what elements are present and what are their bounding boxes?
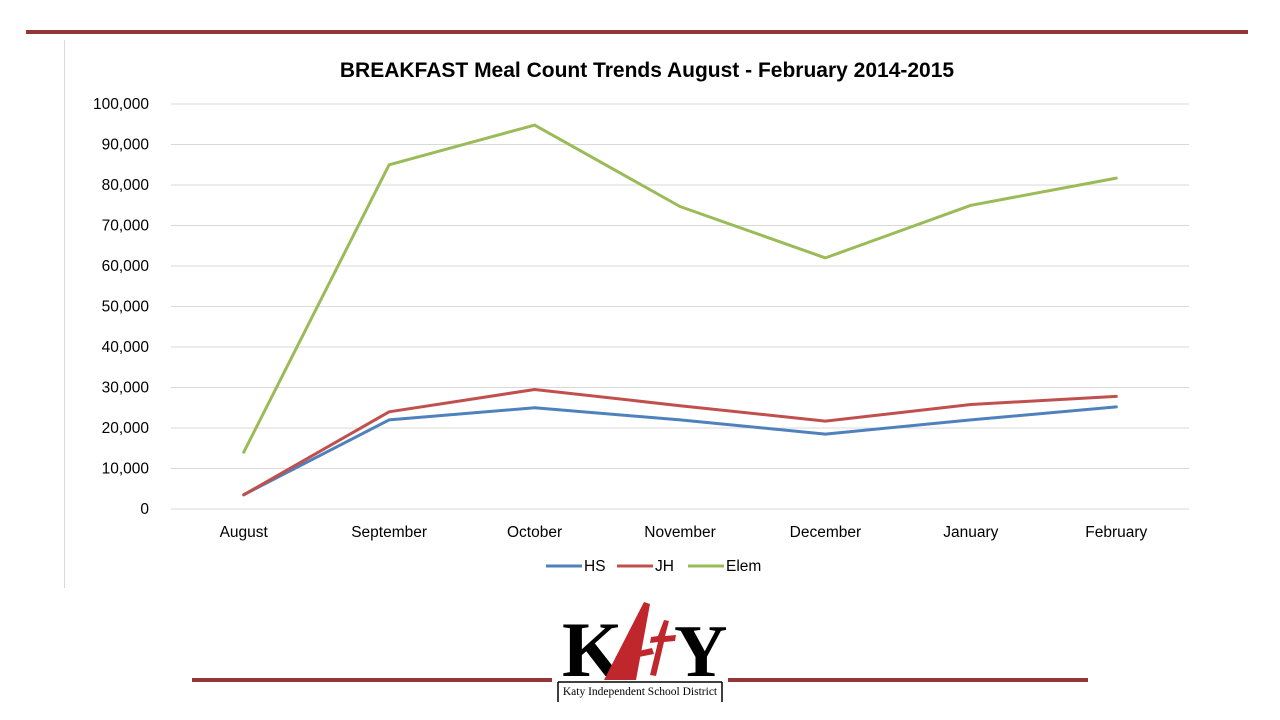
footer-rule-right — [728, 678, 1088, 682]
y-tick-label: 70,000 — [102, 218, 150, 235]
top-rule — [26, 30, 1248, 34]
katy-isd-logo: K Y Katy Independent School District — [552, 596, 728, 706]
line-chart: BREAKFAST Meal Count Trends August - Feb… — [93, 59, 1189, 575]
x-tick-label: October — [507, 524, 562, 541]
series-line-hs — [242, 405, 1118, 497]
y-tick-label: 0 — [140, 501, 149, 518]
legend-label-hs: HS — [584, 558, 606, 575]
x-tick-label: August — [220, 524, 269, 541]
y-tick-label: 60,000 — [102, 258, 150, 275]
legend-label-elem: Elem — [726, 558, 761, 575]
x-tick-label: November — [644, 524, 716, 541]
y-tick-label: 90,000 — [102, 137, 150, 154]
y-tick-label: 100,000 — [93, 96, 149, 113]
katy-wordmark-icon: K Y — [557, 602, 727, 702]
x-tick-label: February — [1085, 524, 1147, 541]
y-tick-label: 40,000 — [102, 339, 150, 356]
y-tick-label: 50,000 — [102, 299, 150, 316]
chart-area: BREAKFAST Meal Count Trends August - Feb… — [64, 40, 1211, 588]
x-tick-label: September — [351, 524, 427, 541]
chart-title: BREAKFAST Meal Count Trends August - Feb… — [340, 59, 955, 82]
series-line-elem — [242, 123, 1118, 454]
legend-label-jh: JH — [655, 558, 674, 575]
y-tick-label: 80,000 — [102, 177, 150, 194]
svg-text:Y: Y — [674, 611, 727, 693]
x-tick-label: January — [943, 524, 998, 541]
footer-rule-left — [192, 678, 552, 682]
y-tick-label: 10,000 — [102, 461, 150, 478]
y-tick-label: 30,000 — [102, 380, 150, 397]
series-line-jh — [242, 388, 1118, 497]
x-tick-label: December — [790, 524, 862, 541]
logo-caption: Katy Independent School District — [562, 686, 718, 698]
y-tick-label: 20,000 — [102, 420, 150, 437]
